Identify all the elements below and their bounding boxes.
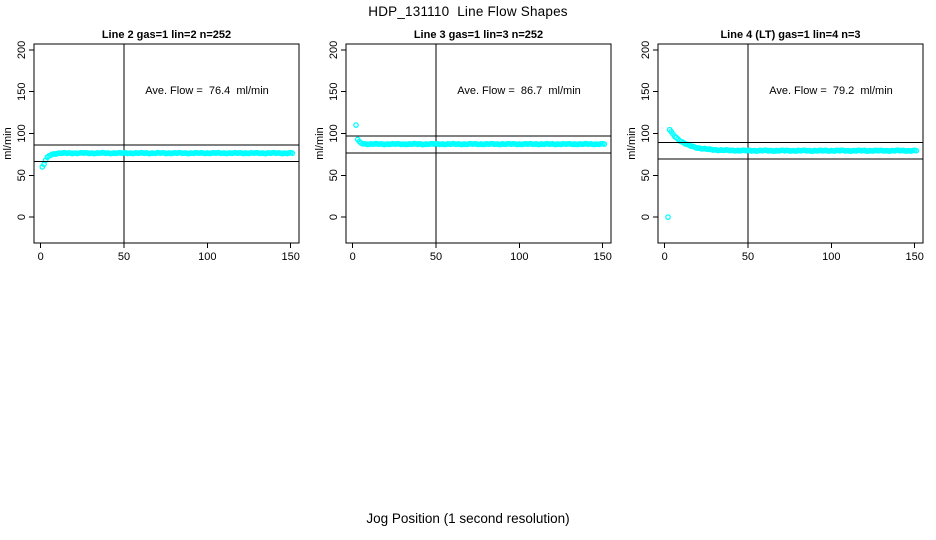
svg-text:50: 50 bbox=[640, 169, 652, 181]
svg-text:0: 0 bbox=[350, 251, 356, 263]
ave-flow-annotation-line-3: Ave. Flow = 86.7 ml/min bbox=[457, 85, 581, 97]
svg-text:150: 150 bbox=[16, 83, 28, 101]
svg-text:100: 100 bbox=[640, 124, 652, 142]
panel-title-line-4: Line 4 (LT) gas=1 lin=4 n=3 bbox=[720, 29, 861, 41]
svg-text:ml/min: ml/min bbox=[2, 127, 14, 159]
svg-text:150: 150 bbox=[640, 83, 652, 101]
panel-line-2: Line 2 gas=1 lin=2 n=252 Ave. Flow = 76.… bbox=[0, 20, 312, 270]
plot-canvas-line-4: 0 50 100 150 0 50 100 150 200 ml/min bbox=[626, 41, 924, 263]
svg-text:0: 0 bbox=[38, 251, 44, 263]
plot-canvas-line-3: 0 50 100 150 0 50 100 150 200 ml/min bbox=[314, 41, 612, 263]
svg-text:200: 200 bbox=[328, 41, 340, 59]
svg-text:0: 0 bbox=[16, 214, 28, 220]
svg-text:50: 50 bbox=[328, 169, 340, 181]
svg-text:150: 150 bbox=[905, 251, 923, 263]
svg-text:100: 100 bbox=[822, 251, 840, 263]
svg-text:50: 50 bbox=[742, 251, 754, 263]
x-axis-label: Jog Position (1 second resolution) bbox=[366, 511, 570, 526]
panel-title-line-2: Line 2 gas=1 lin=2 n=252 bbox=[101, 29, 232, 41]
panel-line-4: Line 4 (LT) gas=1 lin=4 n=3 Ave. Flow = … bbox=[624, 20, 936, 270]
ave-flow-annotation-line-4: Ave. Flow = 79.2 ml/min bbox=[769, 85, 893, 97]
svg-text:150: 150 bbox=[593, 251, 611, 263]
svg-text:200: 200 bbox=[16, 41, 28, 59]
ave-flow-annotation-line-2: Ave. Flow = 76.4 ml/min bbox=[145, 85, 269, 97]
svg-text:0: 0 bbox=[662, 251, 668, 263]
svg-text:0: 0 bbox=[328, 214, 340, 220]
plot-canvas-line-2: 0 50 100 150 0 50 100 150 200 ml/min bbox=[2, 41, 300, 263]
svg-text:150: 150 bbox=[328, 83, 340, 101]
svg-text:100: 100 bbox=[510, 251, 528, 263]
panel-line-3: Line 3 gas=1 lin=3 n=252 Ave. Flow = 86.… bbox=[312, 20, 624, 270]
svg-text:0: 0 bbox=[640, 214, 652, 220]
panel-title-line-3: Line 3 gas=1 lin=3 n=252 bbox=[413, 29, 544, 41]
svg-text:ml/min: ml/min bbox=[314, 127, 326, 159]
svg-text:200: 200 bbox=[640, 41, 652, 59]
svg-text:100: 100 bbox=[328, 124, 340, 142]
svg-text:100: 100 bbox=[16, 124, 28, 142]
svg-text:150: 150 bbox=[281, 251, 299, 263]
panels-row: Line 2 gas=1 lin=2 n=252 Ave. Flow = 76.… bbox=[0, 20, 936, 270]
svg-text:ml/min: ml/min bbox=[626, 127, 638, 159]
figure-title: HDP_131110 Line Flow Shapes bbox=[368, 4, 568, 19]
svg-text:50: 50 bbox=[118, 251, 130, 263]
svg-text:100: 100 bbox=[198, 251, 216, 263]
svg-text:50: 50 bbox=[16, 169, 28, 181]
svg-text:50: 50 bbox=[430, 251, 442, 263]
